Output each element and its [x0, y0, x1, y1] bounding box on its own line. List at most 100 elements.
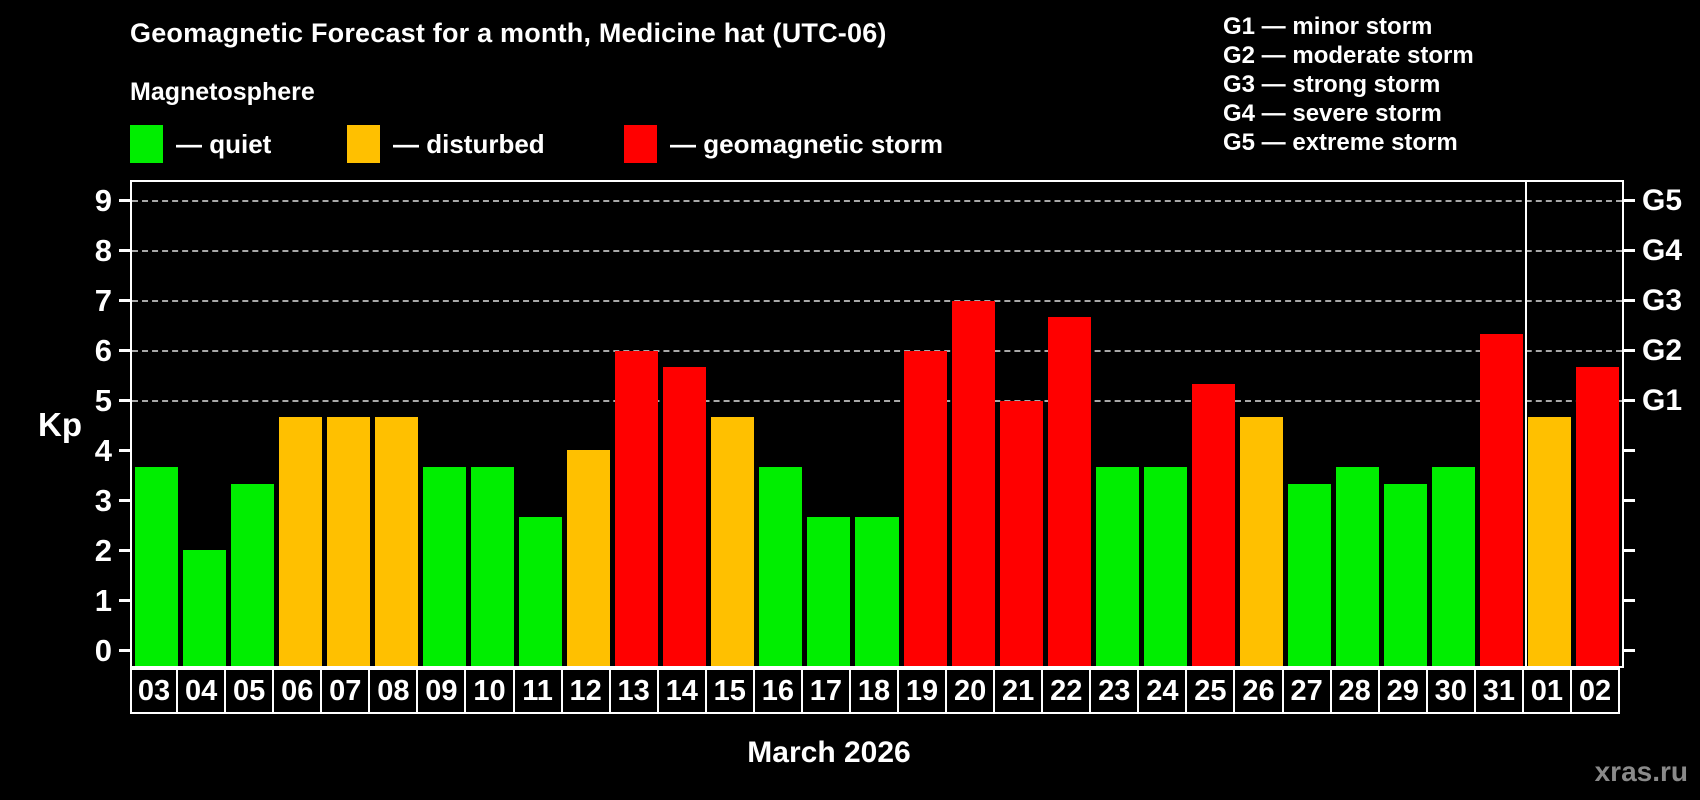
legend-label-disturbed: — disturbed: [393, 128, 545, 159]
date-cell-30: 30: [1425, 668, 1476, 714]
gridline-kp5: [132, 399, 1622, 402]
bar-14: [663, 367, 707, 666]
bar-04: [182, 550, 226, 666]
bar-01: [1528, 416, 1572, 666]
g-label-g2: G2: [1642, 333, 1683, 367]
date-cell-03: 03: [130, 668, 179, 714]
y-tick-label-0: 0: [94, 632, 112, 668]
date-cell-06: 06: [272, 668, 323, 714]
date-cell-14: 14: [656, 668, 707, 714]
date-cell-11: 11: [512, 668, 563, 714]
bar-19: [903, 350, 947, 666]
y-tick-8: [119, 249, 130, 253]
y-tick-label-6: 6: [94, 333, 112, 369]
gridline-kp7: [132, 299, 1622, 302]
bar-02: [1576, 367, 1620, 666]
date-cell-15: 15: [704, 668, 755, 714]
g-label-g3: G3: [1642, 283, 1683, 317]
bar-30: [1432, 466, 1476, 666]
page-title: Geomagnetic Forecast for a month, Medici…: [130, 18, 887, 48]
date-cell-12: 12: [560, 668, 611, 714]
gridline-kp9: [132, 199, 1622, 202]
y-axis-title: Kp: [38, 406, 82, 443]
legend-label-quiet: — quiet: [176, 128, 272, 159]
date-cell-31: 31: [1473, 668, 1524, 714]
g-scale-legend: G1 — minor storm G2 — moderate storm G3 — …: [1223, 12, 1474, 157]
y-right-tick-8: [1624, 249, 1635, 253]
legend-swatch-quiet: [130, 125, 163, 163]
bar-10: [470, 466, 514, 666]
date-cell-25: 25: [1185, 668, 1236, 714]
g-label-g4: G4: [1642, 233, 1683, 267]
bar-31: [1480, 334, 1524, 666]
y-tick-label-4: 4: [94, 432, 112, 468]
date-cell-22: 22: [1041, 668, 1092, 714]
x-axis-title: March 2026: [747, 736, 911, 769]
bar-13: [615, 350, 659, 666]
date-cell-17: 17: [800, 668, 851, 714]
bar-09: [422, 466, 466, 666]
y-tick-3: [119, 498, 130, 502]
y-right-tick-1: [1624, 598, 1635, 602]
legend-swatch-disturbed: [347, 125, 380, 163]
legend-item-storm: — geomagnetic storm: [624, 124, 943, 164]
bar-16: [759, 466, 803, 666]
bar-24: [1143, 466, 1187, 666]
g-label-g1: G1: [1642, 383, 1683, 417]
watermark: xras.ru: [1594, 756, 1688, 787]
date-cell-10: 10: [464, 668, 515, 714]
bar-26: [1239, 416, 1284, 666]
bar-07: [326, 416, 370, 666]
date-cell-24: 24: [1137, 668, 1188, 714]
bar-17: [807, 516, 851, 666]
date-cell-23: 23: [1089, 668, 1140, 714]
date-cell-28: 28: [1329, 668, 1380, 714]
magnetosphere-subtitle: Magnetosphere: [130, 78, 315, 106]
date-cell-01: 01: [1521, 668, 1572, 714]
bar-15: [711, 416, 755, 666]
date-cell-26: 26: [1233, 668, 1284, 714]
date-cell-08: 08: [368, 668, 419, 714]
legend-item-quiet: — quiet: [130, 124, 271, 164]
g-scale-legend-line-3: G3 — strong storm: [1223, 71, 1441, 98]
y-tick-2: [119, 548, 130, 552]
g-scale-legend-line-2: G2 — moderate storm: [1223, 42, 1474, 69]
date-cell-29: 29: [1377, 668, 1428, 714]
y-right-tick-2: [1624, 548, 1635, 552]
g-scale-legend-line-4: G4 — severe storm: [1223, 100, 1442, 127]
y-tick-label-8: 8: [94, 233, 112, 269]
date-cell-18: 18: [848, 668, 900, 714]
date-cell-04: 04: [176, 668, 227, 714]
y-right-tick-5: [1624, 399, 1635, 402]
g-scale-legend-line-1: G1 — minor storm: [1223, 13, 1433, 40]
date-cell-07: 07: [320, 668, 371, 714]
y-tick-7: [119, 299, 130, 303]
bar-29: [1384, 483, 1428, 666]
g-scale-legend-line-5: G5 — extreme storm: [1223, 129, 1458, 156]
bar-27: [1288, 483, 1332, 666]
g-label-g5: G5: [1642, 183, 1683, 217]
y-tick-label-9: 9: [94, 183, 112, 219]
date-cell-13: 13: [608, 668, 659, 714]
date-cell-09: 09: [416, 668, 467, 714]
y-tick-5: [119, 399, 130, 402]
bar-08: [374, 416, 418, 666]
gridline-kp6: [132, 349, 1622, 352]
y-right-tick-0: [1624, 648, 1635, 652]
date-cell-21: 21: [993, 668, 1044, 714]
y-right-tick-3: [1624, 498, 1635, 502]
y-right-tick-7: [1624, 299, 1635, 303]
y-tick-label-7: 7: [94, 283, 112, 319]
y-tick-4: [119, 448, 130, 452]
plot-area: [130, 180, 1624, 668]
bar-23: [1095, 466, 1139, 666]
legend-item-disturbed: — disturbed: [347, 124, 545, 164]
date-cell-27: 27: [1281, 668, 1332, 714]
bar-20: [951, 300, 995, 666]
y-tick-label-2: 2: [94, 532, 112, 568]
bar-12: [567, 450, 611, 666]
y-tick-1: [119, 598, 130, 602]
gridline-kp8: [132, 249, 1622, 252]
date-cell-20: 20: [945, 668, 996, 714]
